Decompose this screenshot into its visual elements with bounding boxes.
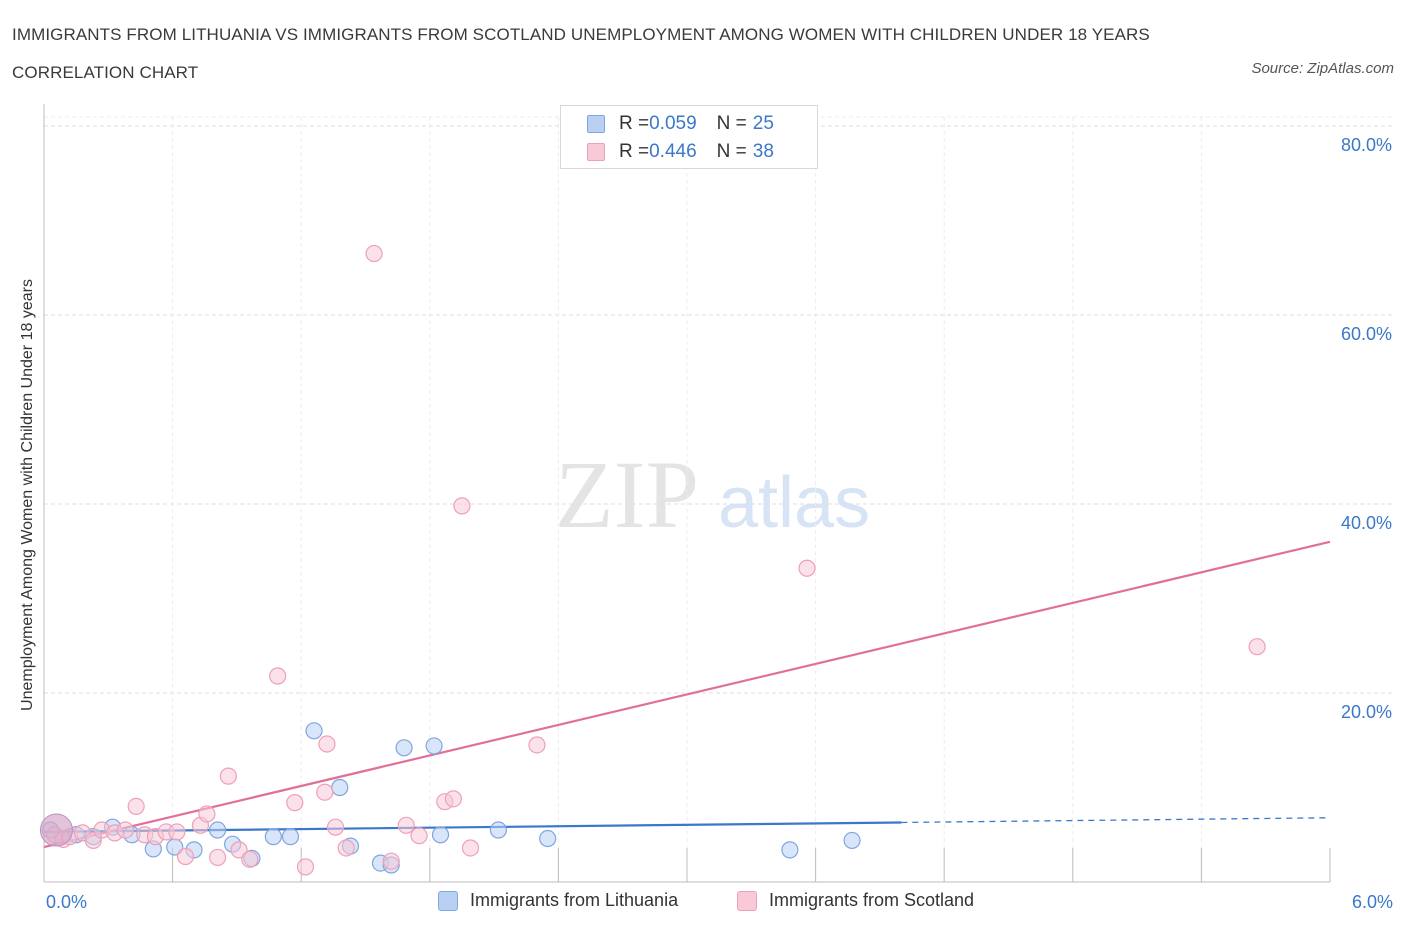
n-value: 38 — [752, 141, 774, 162]
point-scotland — [176, 847, 195, 866]
legend-label-lithuania: Immigrants from Lithuania — [470, 890, 679, 910]
point-lithuania — [331, 778, 349, 797]
point-scotland — [168, 823, 186, 841]
point-scotland — [316, 783, 334, 801]
scotland-swatch — [737, 890, 757, 911]
r-value: 0.059 — [649, 113, 697, 134]
point-scotland — [198, 805, 216, 823]
point-scotland — [318, 735, 336, 753]
legend-label-scotland: Immigrants from Scotland — [769, 890, 975, 910]
y-tick-label: 60.0% — [1341, 324, 1392, 344]
point-lithuania — [209, 821, 227, 839]
lithuania-swatch — [438, 890, 458, 911]
r-value: 0.446 — [649, 141, 697, 162]
point-lithuania — [425, 737, 443, 755]
watermark: ZIP atlas — [555, 441, 870, 548]
tick-labels: 20.0% 40.0% 60.0% 80.0% 0.0% 6.0% — [46, 135, 1393, 912]
point-scotland — [528, 736, 546, 754]
trend-line-scotland — [43, 540, 1331, 849]
point-lithuania — [781, 841, 799, 859]
y-tick-label: 80.0% — [1341, 135, 1392, 155]
legend-row-lithuania: R = 0.059 N = 25 — [587, 112, 774, 136]
point-lithuania — [489, 821, 507, 839]
point-scotland — [209, 848, 227, 867]
n-value: 25 — [752, 113, 774, 134]
lithuania-swatch — [587, 115, 605, 133]
series-legend: Immigrants from Lithuania Immigrants fro… — [0, 890, 1406, 914]
legend-row-scotland: R = 0.446 N = 38 — [587, 140, 774, 164]
point-scotland — [219, 767, 237, 785]
point-scotland — [382, 852, 400, 870]
n-label: N = — [716, 141, 747, 162]
y-tick-label: 20.0% — [1341, 702, 1392, 722]
point-scotland — [296, 858, 315, 876]
trend-line-lithuania-dashed — [901, 817, 1331, 824]
point-lithuania — [431, 826, 450, 844]
r-label: R = — [619, 113, 650, 134]
point-scotland — [444, 790, 462, 808]
point-scotland — [461, 839, 480, 857]
axes — [43, 104, 1331, 883]
point-lithuania — [395, 739, 413, 757]
point-scotland — [326, 818, 345, 836]
point-scotland — [1248, 638, 1266, 656]
scotland-swatch — [587, 143, 605, 161]
y-tick-label: 40.0% — [1341, 513, 1392, 533]
point-lithuania — [281, 828, 300, 846]
watermark-zip: ZIP — [555, 441, 699, 548]
trend-line-lithuania — [43, 821, 902, 834]
point-scotland — [397, 816, 415, 834]
chart-title: IMMIGRANTS FROM LITHUANIA VS IMMIGRANTS … — [12, 25, 1150, 82]
point-scotland — [241, 850, 259, 868]
point-lithuania — [264, 828, 282, 846]
watermark-atlas: atlas — [718, 463, 870, 543]
n-label: N = — [716, 113, 747, 134]
x-tick-label: 0.0% — [46, 892, 87, 912]
point-scotland — [453, 497, 471, 515]
data-points — [39, 244, 1266, 876]
point-scotland — [230, 841, 248, 859]
point-scotland — [337, 839, 355, 857]
point-scotland — [365, 244, 383, 263]
correlation-legend: R = 0.059 N = 25 R = 0.446 N = 38 — [560, 105, 818, 169]
legend-item-lithuania[interactable]: Immigrants from Lithuania — [438, 890, 678, 911]
point-cluster — [39, 813, 73, 847]
point-lithuania — [539, 829, 557, 848]
point-scotland — [286, 794, 304, 812]
legend-item-scotland[interactable]: Immigrants from Scotland — [737, 890, 974, 911]
r-label: R = — [619, 141, 650, 162]
point-scotland — [127, 797, 145, 816]
point-lithuania — [305, 722, 323, 740]
point-lithuania — [843, 831, 861, 850]
point-scotland — [269, 667, 287, 685]
grid — [44, 116, 1392, 882]
point-scotland — [116, 821, 135, 839]
point-scotland — [410, 827, 428, 845]
point-scotland — [798, 559, 816, 577]
source-label: Source: ZipAtlas.com — [1251, 60, 1394, 77]
x-tick-label: 6.0% — [1352, 892, 1393, 912]
trend-lines — [43, 540, 1331, 849]
